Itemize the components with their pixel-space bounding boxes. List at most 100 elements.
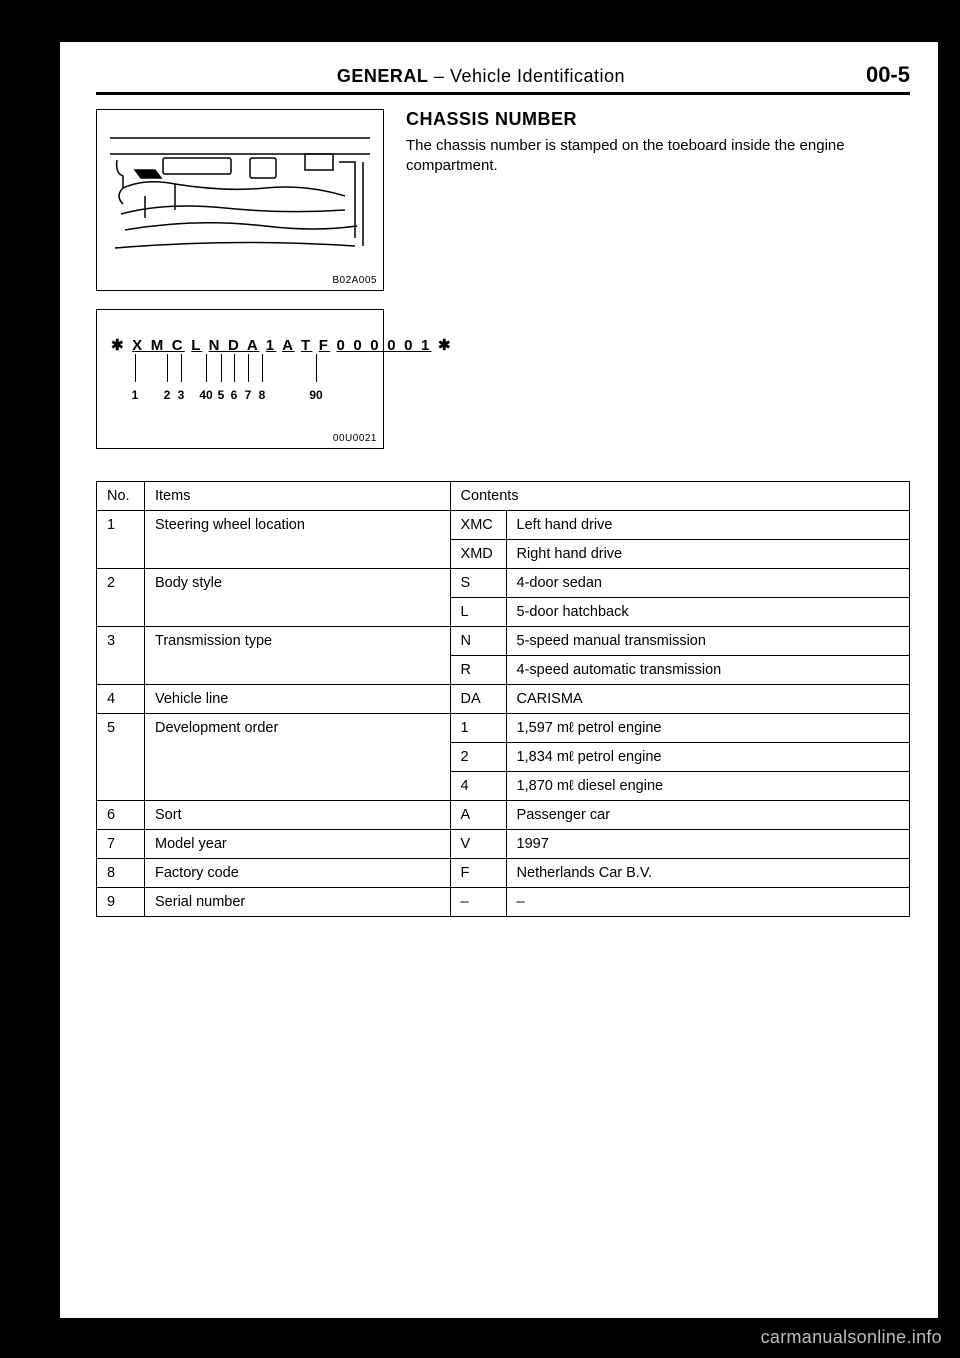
table-row: 5Development order11,597 mℓ petrol engin…	[97, 714, 910, 743]
cell-code: XMC	[450, 511, 506, 540]
cell-code: A	[450, 801, 506, 830]
table-row: 8Factory codeFNetherlands Car B.V.	[97, 859, 910, 888]
cell-desc: 1,834 mℓ petrol engine	[506, 743, 909, 772]
cell-item: Sort	[145, 801, 451, 830]
cell-item: Factory code	[145, 859, 451, 888]
top-content-row: B02A005 ✱ X M C L N D A 1 A T F 0 0 0 0 …	[96, 109, 910, 467]
header-title: GENERAL – Vehicle Identification	[96, 66, 866, 87]
cell-code: –	[450, 888, 506, 917]
cell-item: Development order	[145, 714, 451, 801]
cell-desc: 1997	[506, 830, 909, 859]
cell-desc: Netherlands Car B.V.	[506, 859, 909, 888]
vin-callout-label: 3	[178, 388, 185, 402]
cell-no: 4	[97, 685, 145, 714]
vin-callout-label: 5	[218, 388, 225, 402]
chapter-name: GENERAL	[337, 66, 429, 86]
col-header-items: Items	[145, 482, 451, 511]
table-row: 4Vehicle lineDACARISMA	[97, 685, 910, 714]
vin-segment: N D A	[209, 337, 260, 354]
vin-callout-line	[234, 354, 235, 382]
vin-callout-line	[248, 354, 249, 382]
vin-callout-line	[316, 354, 317, 382]
col-header-contents: Contents	[450, 482, 909, 511]
vin-callout-label: 1	[132, 388, 139, 402]
vin-callout-line	[181, 354, 182, 382]
vin-callout-line	[135, 354, 136, 382]
cell-item: Body style	[145, 569, 451, 627]
vin-callout-label: 7	[245, 388, 252, 402]
vin-string: ✱ X M C L N D A 1 A T F 0 0 0 0 0 1 ✱	[111, 336, 375, 354]
vin-segment: ✱	[111, 337, 132, 354]
vin-callout-line	[206, 354, 207, 382]
table-row: 9Serial number––	[97, 888, 910, 917]
chassis-body: The chassis number is stamped on the toe…	[406, 136, 910, 177]
vin-callout-line	[262, 354, 263, 382]
cell-item: Vehicle line	[145, 685, 451, 714]
cell-desc: 4-door sedan	[506, 569, 909, 598]
vin-segment: 1	[266, 337, 277, 354]
cell-code: V	[450, 830, 506, 859]
figure-code-1: B02A005	[332, 275, 377, 286]
cell-item: Transmission type	[145, 627, 451, 685]
vin-callout-label: 8	[259, 388, 266, 402]
vin-segment: A	[282, 337, 294, 354]
vin-callout-label: 6	[231, 388, 238, 402]
figure-column: B02A005 ✱ X M C L N D A 1 A T F 0 0 0 0 …	[96, 109, 384, 467]
vin-callout-line	[167, 354, 168, 382]
figure-code-2: 00U0021	[333, 433, 377, 444]
cell-code: F	[450, 859, 506, 888]
cell-no: 1	[97, 511, 145, 569]
chassis-title: CHASSIS NUMBER	[406, 109, 910, 130]
cell-item: Serial number	[145, 888, 451, 917]
cell-desc: Passenger car	[506, 801, 909, 830]
cell-code: XMD	[450, 540, 506, 569]
cell-no: 8	[97, 859, 145, 888]
document-page: GENERAL – Vehicle Identification 00-5	[60, 42, 938, 1318]
cell-desc: 5-speed manual transmission	[506, 627, 909, 656]
vin-segment: 0 0 0 0 0 1	[336, 337, 431, 354]
cell-code: 4	[450, 772, 506, 801]
cell-code: DA	[450, 685, 506, 714]
cell-desc: CARISMA	[506, 685, 909, 714]
cell-no: 7	[97, 830, 145, 859]
cell-code: 1	[450, 714, 506, 743]
cell-no: 9	[97, 888, 145, 917]
cell-desc: Right hand drive	[506, 540, 909, 569]
cell-item: Model year	[145, 830, 451, 859]
cell-no: 2	[97, 569, 145, 627]
cell-no: 3	[97, 627, 145, 685]
cell-desc: 4-speed automatic transmission	[506, 656, 909, 685]
cell-desc: 5-door hatchback	[506, 598, 909, 627]
col-header-no: No.	[97, 482, 145, 511]
watermark: carmanualsonline.info	[761, 1327, 942, 1348]
cell-code: 2	[450, 743, 506, 772]
table-row: 3Transmission typeN5-speed manual transm…	[97, 627, 910, 656]
vin-decode-table: No. Items Contents 1Steering wheel locat…	[96, 481, 910, 917]
cell-no: 5	[97, 714, 145, 801]
vin-segment: L	[191, 337, 202, 354]
cell-desc: 1,597 mℓ petrol engine	[506, 714, 909, 743]
cell-no: 6	[97, 801, 145, 830]
vin-callout-label: 90	[309, 388, 322, 402]
vin-callouts: 1 23 40 5678 90	[111, 354, 375, 410]
vin-callout-label: 40	[199, 388, 212, 402]
vin-callout-line	[221, 354, 222, 382]
chassis-text-block: CHASSIS NUMBER The chassis number is sta…	[406, 109, 910, 467]
engine-compartment-diagram	[105, 118, 375, 268]
figure-vin-breakdown: ✱ X M C L N D A 1 A T F 0 0 0 0 0 1 ✱ 1 2…	[96, 309, 384, 449]
table-row: 6SortAPassenger car	[97, 801, 910, 830]
vin-callout-label: 2	[164, 388, 171, 402]
cell-item: Steering wheel location	[145, 511, 451, 569]
header-sep: –	[428, 66, 450, 86]
vin-segment: T	[301, 337, 312, 354]
cell-code: L	[450, 598, 506, 627]
cell-code: N	[450, 627, 506, 656]
vin-segment: F	[319, 337, 330, 354]
cell-desc: Left hand drive	[506, 511, 909, 540]
vin-segment: X M C	[132, 337, 185, 354]
page-header: GENERAL – Vehicle Identification 00-5	[96, 62, 910, 95]
cell-code: S	[450, 569, 506, 598]
cell-desc: 1,870 mℓ diesel engine	[506, 772, 909, 801]
figure-engine-compartment: B02A005	[96, 109, 384, 291]
cell-code: R	[450, 656, 506, 685]
